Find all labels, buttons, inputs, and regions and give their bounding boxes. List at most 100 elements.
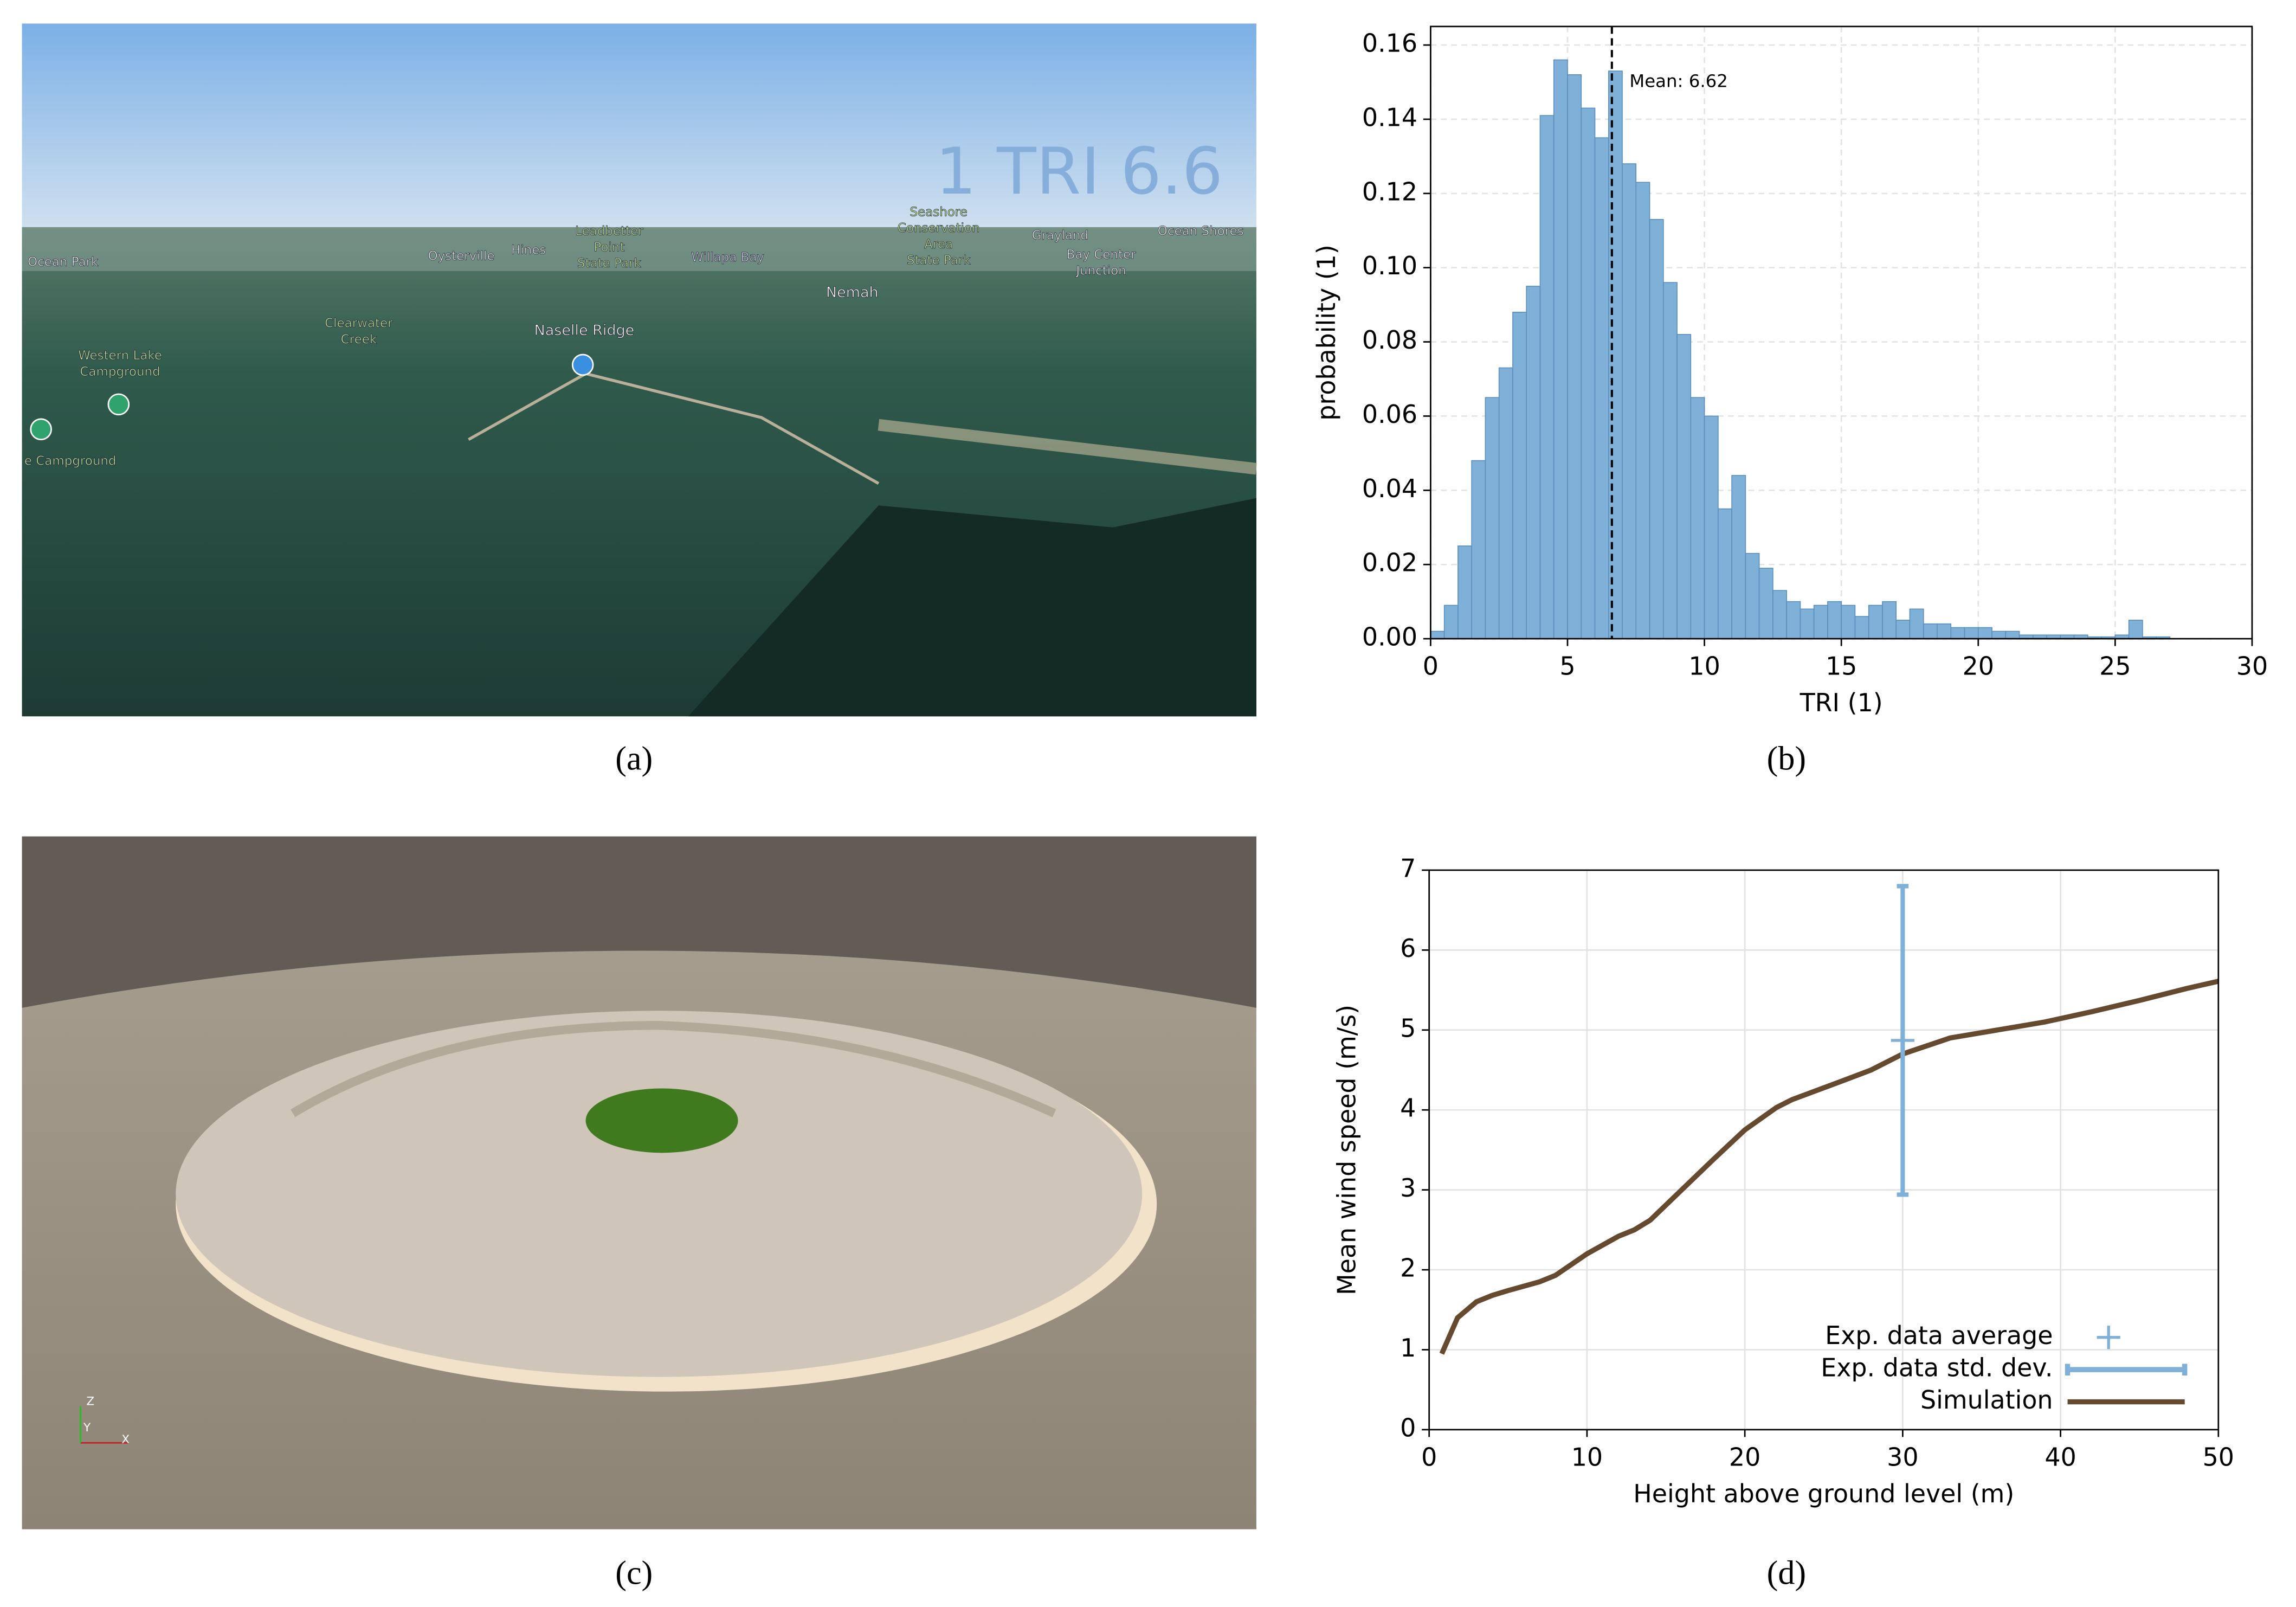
x-tick-label: 25 (2099, 652, 2131, 681)
legend-marker (2097, 1326, 2120, 1349)
bar (1635, 182, 1650, 639)
map-label: Conservation (898, 221, 980, 235)
x-tick-label: 10 (1688, 652, 1720, 681)
sky (22, 23, 1256, 229)
map-label: Willapa Bay (691, 250, 764, 265)
legend-label: Exp. data std. dev. (1821, 1353, 2053, 1383)
bar (1512, 312, 1527, 639)
bar (2128, 620, 2143, 639)
map-label: Creek (341, 332, 377, 346)
map-label: Leadbetter (575, 224, 643, 239)
bar (1813, 605, 1828, 639)
caption: (d) (1767, 1554, 1806, 1591)
legend-label: Simulation (1920, 1385, 2053, 1415)
bar (1594, 137, 1609, 639)
bar (1937, 623, 1952, 639)
caption: (a) (615, 740, 653, 777)
y-tick-label: 3 (1400, 1173, 1416, 1203)
map-label: Ocean Park (28, 255, 99, 269)
bar (1731, 475, 1746, 639)
legend-line (2065, 1364, 2188, 1375)
x-tick-label: 50 (2203, 1442, 2234, 1471)
camp-icon (30, 418, 52, 441)
bar (1882, 601, 1897, 639)
x-tick-label: 20 (1729, 1442, 1760, 1471)
map-label: Point (594, 240, 624, 254)
x-tick-label: 10 (1571, 1442, 1603, 1471)
map-label: Grayland (1032, 229, 1088, 243)
y-tick-label: 0 (1400, 1413, 1416, 1442)
y-tick-label: 0.12 (1362, 177, 1417, 206)
map-label: Naselle Ridge (534, 322, 635, 339)
bar (1690, 397, 1705, 639)
y-tick-label: 6 (1400, 934, 1416, 963)
bar (1772, 590, 1787, 639)
y-axis-label: Mean wind speed (m/s) (1332, 1005, 1362, 1295)
map-label: Western Lake (78, 349, 162, 363)
bar (1745, 552, 1760, 639)
x-axis-label: TRI (1) (1800, 688, 1883, 717)
bar (1662, 282, 1678, 639)
map-labels: Ocean Park Oysterville Hines LeadbetterPoin… (24, 205, 1244, 468)
map-label: e Campground (24, 454, 117, 468)
bar (1457, 545, 1472, 639)
map-label: Campground (80, 365, 160, 379)
y-tick-label: 0.06 (1362, 400, 1417, 429)
map-label: Area (924, 237, 953, 252)
x-tick-label: 0 (1421, 1442, 1437, 1471)
map-label: State Park (577, 256, 641, 271)
bar (1895, 620, 1911, 639)
map-label: Hines (511, 243, 546, 258)
y-tick-label: 0.02 (1362, 548, 1417, 577)
bar (1841, 605, 1856, 639)
plot-frame (1428, 869, 2220, 1431)
horizon (22, 227, 1256, 271)
bar (1704, 415, 1719, 639)
bar (1567, 74, 1582, 639)
bar (1676, 334, 1692, 639)
bar (1800, 608, 1815, 639)
map-label: Junction (1075, 263, 1126, 278)
y-tick-label: 0.10 (1362, 251, 1417, 280)
axis-label: X (121, 1433, 130, 1447)
y-axis-label: probability (1) (1312, 245, 1341, 421)
bar (1964, 627, 1979, 639)
caption: (c) (615, 1554, 653, 1591)
axis-label: Z (86, 1395, 94, 1409)
bar (1786, 601, 1801, 639)
y-tick-label: 0.00 (1362, 622, 1417, 652)
bar (1553, 59, 1568, 639)
y-tick-label: 0.08 (1362, 325, 1417, 355)
bar (1868, 605, 1883, 639)
bar (1718, 508, 1732, 639)
map-label: Ocean Shores (1158, 224, 1244, 239)
y-tick-label: 0.14 (1362, 102, 1417, 132)
bar (1608, 70, 1623, 639)
mean-label: Mean: 6.62 (1629, 70, 1728, 91)
terrain-model (176, 1011, 1143, 1377)
bar (1622, 163, 1637, 639)
bar (1471, 460, 1486, 639)
avg-marker (1891, 1029, 1914, 1052)
overlay-text: 1 TRI 6.6 (936, 134, 1223, 209)
x-tick-label: 20 (1963, 652, 1994, 681)
x-tick-label: 30 (1887, 1442, 1918, 1471)
bar (1758, 568, 1773, 639)
bar (1977, 627, 1992, 639)
bar (1430, 631, 1445, 639)
bar (1443, 605, 1459, 639)
y-tick-label: 0.16 (1362, 29, 1417, 58)
line (1439, 979, 2219, 1355)
clearing (878, 419, 1257, 475)
map-label: Bay Center (1067, 248, 1137, 262)
y-tick-label: 5 (1400, 1013, 1416, 1043)
legend-label: Exp. data average (1825, 1321, 2053, 1350)
bar (1991, 631, 2007, 639)
bar (2005, 631, 2020, 639)
y-tick-label: 2 (1400, 1254, 1416, 1283)
y-tick-label: 4 (1400, 1094, 1416, 1123)
map-label: Oysterville (428, 249, 494, 263)
bar (1485, 397, 1500, 639)
